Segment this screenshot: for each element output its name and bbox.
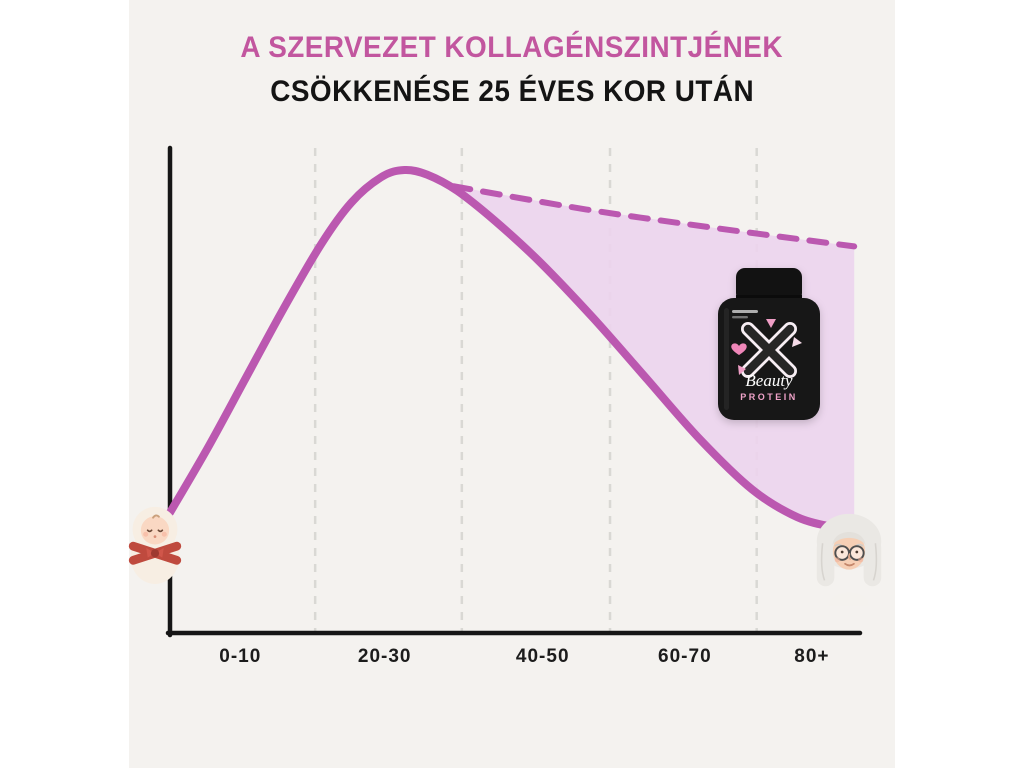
jar-brand-mark — [732, 310, 758, 313]
shoulders — [829, 592, 869, 606]
jar-highlight — [724, 308, 729, 410]
gray-hair-right — [863, 539, 882, 587]
x-axis-label: 20-30 — [358, 646, 412, 667]
hair-strand — [820, 543, 826, 581]
gray-hair-left — [816, 539, 835, 587]
ribbon-bow-left — [146, 547, 155, 558]
triangle-accent — [792, 337, 802, 347]
jar-brand-mark — [732, 316, 748, 319]
hair-bangs — [832, 532, 866, 546]
collagen-level-supported-curve — [450, 183, 858, 250]
baby-mouth — [153, 535, 157, 539]
glasses-frame-right — [849, 545, 865, 561]
glasses-bridge — [847, 550, 852, 553]
nose — [848, 553, 852, 560]
heart-icon — [731, 343, 747, 355]
triangle-accent — [738, 365, 746, 375]
chart-title: A SZERVEZET KOLLAGÉNSZINTJÉNEK CSÖKKENÉS… — [0, 26, 1024, 113]
title-line-1: A SZERVEZET KOLLAGÉNSZINTJÉNEK — [240, 31, 784, 64]
baby-eye-left — [146, 529, 153, 533]
x-axis-label: 40-50 — [516, 646, 570, 667]
product-label-beauty: Beauty — [745, 371, 793, 390]
product-label-protein: PROTEIN — [740, 392, 798, 402]
product-jar-svg: Beauty PROTEIN — [718, 268, 820, 420]
hair-strand — [872, 543, 878, 581]
eyebrow-right — [856, 543, 864, 547]
x-axis-label: 0-10 — [219, 646, 261, 667]
baby-cheek-left — [143, 531, 149, 537]
baby-cheek-right — [161, 531, 167, 537]
eye-right — [855, 550, 859, 554]
triangle-accent — [766, 319, 776, 328]
eyebrow-left — [834, 543, 842, 547]
blush-left — [834, 557, 840, 563]
baby-icon-svg — [128, 506, 182, 584]
baby-hair-curl — [152, 514, 160, 519]
x-axis-label: 60-70 — [658, 646, 712, 667]
title-line-2: CSÖKKENÉSE 25 ÉVES KOR UTÁN — [270, 74, 754, 108]
elderly-woman-icon-svg — [816, 513, 882, 606]
ribbon-knot — [150, 549, 160, 558]
product-jar: Beauty PROTEIN — [710, 266, 828, 429]
eye-left — [840, 550, 844, 554]
smile — [844, 562, 855, 567]
ribbon-bow-right — [155, 547, 164, 558]
x-axis-label: 80+ — [794, 646, 829, 667]
baby-face — [140, 516, 170, 545]
baby-icon — [116, 498, 194, 593]
collagen-level-natural-curve — [166, 165, 855, 533]
blush-right — [858, 557, 864, 563]
jar-x-design — [731, 319, 802, 378]
jar-lid — [736, 268, 802, 302]
baby-eye-right — [157, 529, 164, 533]
x-mark — [743, 324, 795, 376]
elderly-woman-icon — [806, 502, 892, 611]
